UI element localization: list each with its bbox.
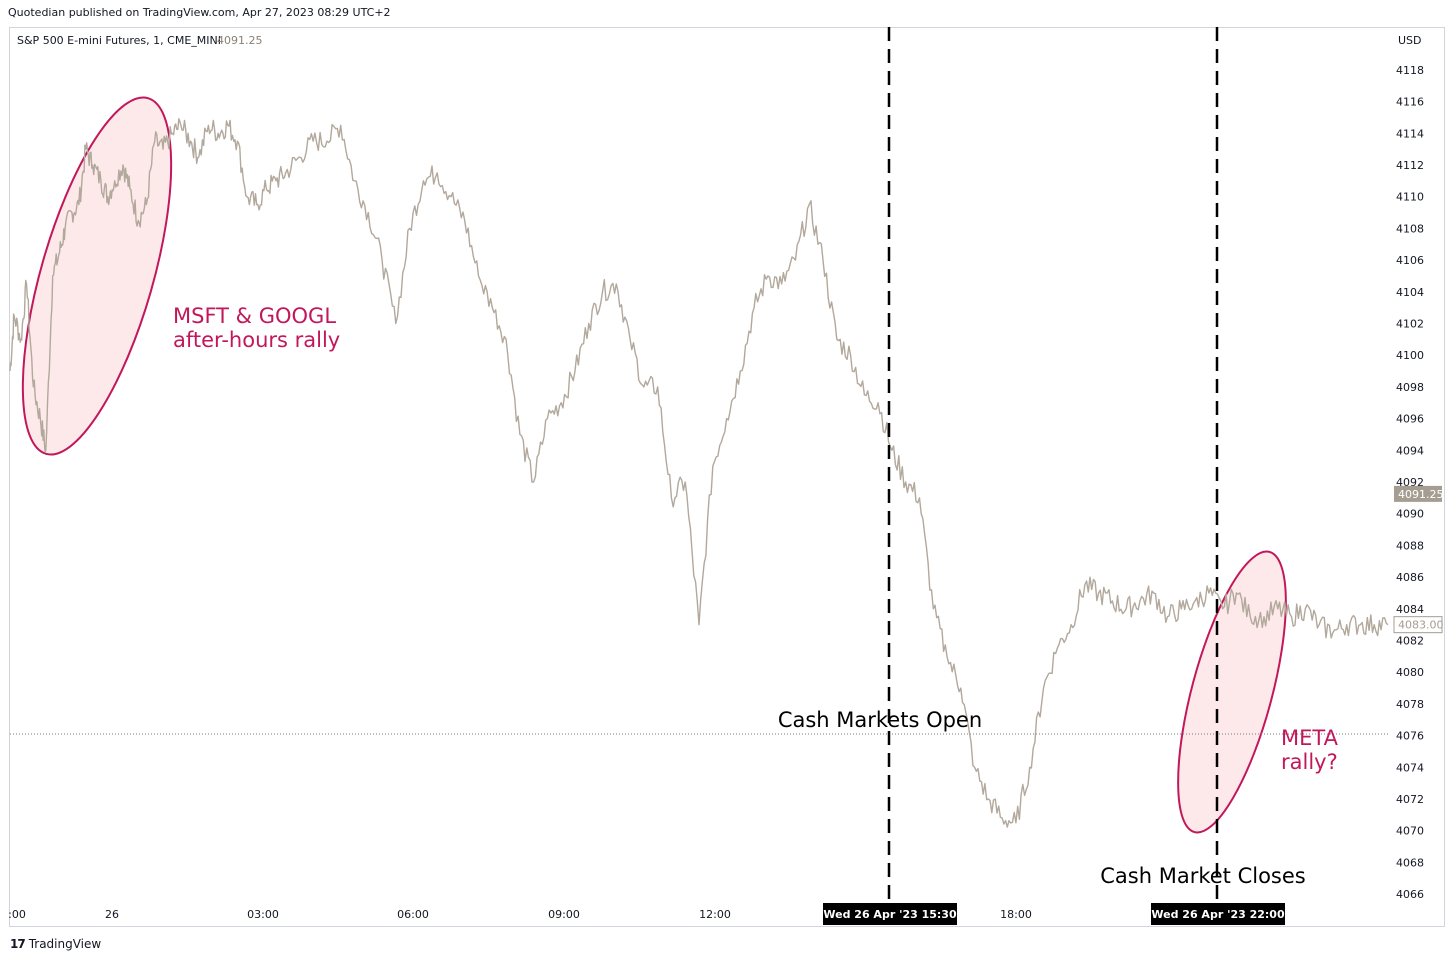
price-line (9, 118, 1389, 828)
current-price-label: 4083.00 (1398, 619, 1444, 632)
tradingview-footer[interactable]: 17 TradingView (10, 937, 101, 951)
y-tick-label: 4068 (1396, 856, 1424, 869)
marker-time-label-bg (823, 903, 957, 925)
currency-label: USD (1398, 34, 1422, 47)
last-price-label: 4091.25 (1398, 488, 1444, 501)
instrument-value: 4091.25 (217, 34, 263, 47)
annotation-text: META (1281, 726, 1339, 750)
annotation-text: rally? (1281, 750, 1338, 774)
y-tick-label: 4106 (1396, 254, 1424, 267)
current-price-label-bg (1393, 616, 1443, 634)
y-tick-label: 4110 (1396, 191, 1424, 204)
y-tick-label: 4070 (1396, 825, 1424, 838)
x-tick-label: 12:00 (699, 908, 731, 921)
marker-time-label-bg (1151, 903, 1285, 925)
last-price-label-bg (1394, 485, 1442, 502)
marker-caption: Cash Markets Open (778, 708, 982, 732)
annotation-text: after-hours rally (173, 328, 340, 352)
marker-time-label: Wed 26 Apr '23 22:00 (1151, 908, 1285, 921)
y-tick-label: 4080 (1396, 666, 1424, 679)
x-axis: Wed 26 Apr '23 15:30 Wed 26 Apr '23 22:00… (8, 903, 1285, 925)
marker-layer (887, 27, 1219, 900)
y-tick-label: 4066 (1396, 888, 1424, 901)
y-tick-label: 4108 (1396, 222, 1424, 235)
highlight-ellipse-meta (1177, 550, 1287, 834)
x-tick-label: 18:00 (1000, 908, 1032, 921)
tradingview-logo-icon: 17 (10, 937, 26, 951)
x-tick-label: :00 (8, 908, 26, 921)
y-tick-label: 4088 (1396, 539, 1424, 552)
y-tick-label: 4098 (1396, 381, 1424, 394)
y-tick-label: 4092 (1396, 476, 1424, 489)
annotation-layer (21, 96, 1287, 834)
x-tick-label: 09:00 (548, 908, 580, 921)
y-tick-label: 4078 (1396, 698, 1424, 711)
marker-caption: Cash Market Closes (1100, 864, 1305, 888)
y-tick-label: 4072 (1396, 793, 1424, 806)
chart-frame (9, 27, 1445, 927)
y-tick-label: 4114 (1396, 127, 1424, 140)
annotation-text: MSFT & GOOGL (173, 304, 336, 328)
text-layer: Cash Markets Open Cash Market Closes MSFT … (17, 34, 1339, 888)
highlight-ellipse-msft-googl (21, 96, 173, 456)
x-tick-label: 26 (105, 908, 119, 921)
y-tick-label: 4096 (1396, 413, 1424, 426)
y-tick-label: 4090 (1396, 508, 1424, 521)
marker-time-label: Wed 26 Apr '23 15:30 (823, 908, 957, 921)
tradingview-brand: TradingView (28, 937, 102, 951)
series-layer (9, 118, 1389, 828)
y-tick-label: 4118 (1396, 64, 1424, 77)
y-axis: USD 4066 4068 4070 4072 4074 4076 4078 4080 4082 4… (1393, 34, 1444, 901)
instrument-label: S&P 500 E-mini Futures, 1, CME_MINI (17, 34, 221, 47)
x-tick-label: 03:00 (247, 908, 279, 921)
y-tick-label: 4076 (1396, 730, 1424, 743)
published-line: Quotedian published on TradingView.com, … (8, 6, 391, 19)
y-tick-label: 4094 (1396, 444, 1424, 457)
y-tick-label: 4082 (1396, 635, 1424, 648)
y-tick-label: 4086 (1396, 571, 1424, 584)
y-tick-label: 4084 (1396, 603, 1424, 616)
y-tick-label: 4100 (1396, 349, 1424, 362)
y-tick-label: 4112 (1396, 159, 1424, 172)
y-tick-label: 4104 (1396, 286, 1424, 299)
y-tick-label: 4074 (1396, 761, 1424, 774)
x-tick-label: 06:00 (397, 908, 429, 921)
y-tick-label: 4102 (1396, 317, 1424, 330)
y-tick-label: 4116 (1396, 96, 1424, 109)
